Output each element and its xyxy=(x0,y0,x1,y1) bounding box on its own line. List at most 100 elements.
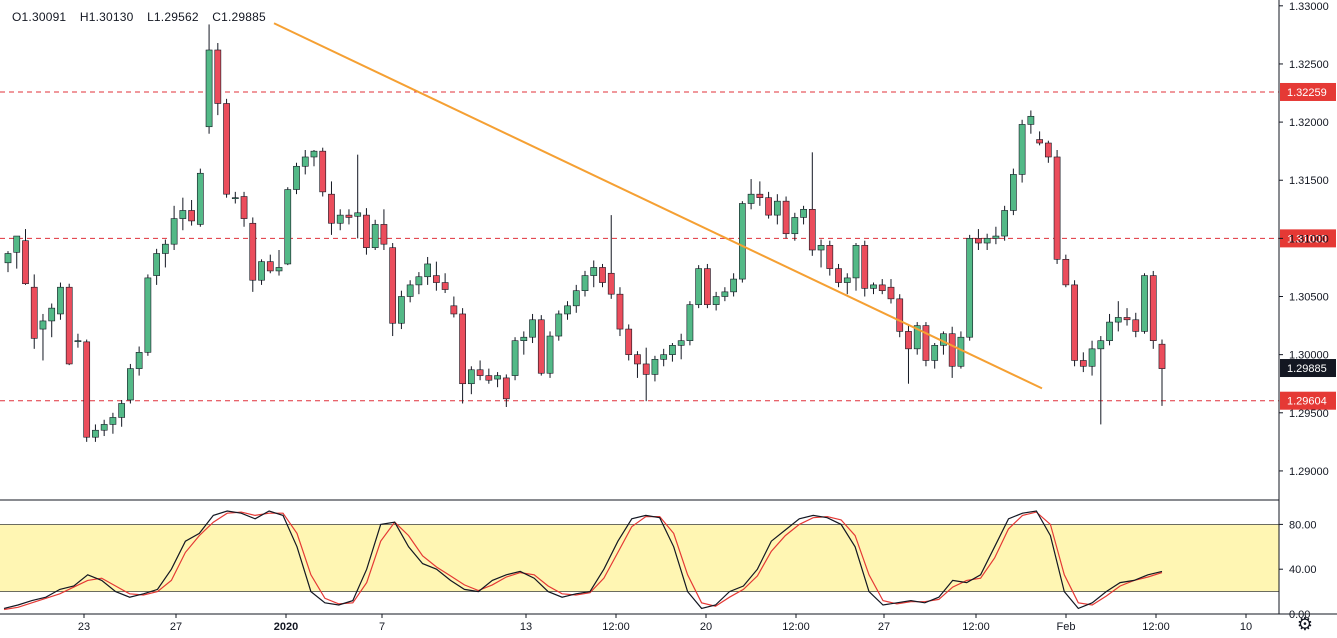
candle-body xyxy=(913,325,921,350)
price-tick-label: 1.33000 xyxy=(1289,1,1329,13)
candle-body xyxy=(467,369,475,385)
time-tick-label: 2020 xyxy=(274,621,298,633)
candle-body xyxy=(905,331,912,350)
candle-body xyxy=(607,272,615,295)
candle-body xyxy=(336,214,344,224)
candle-body xyxy=(765,197,772,216)
stoch-tick-label: 0.00 xyxy=(1289,609,1310,621)
candle-body xyxy=(948,333,956,367)
stoch-band xyxy=(0,524,1279,592)
candle-body xyxy=(1123,317,1131,321)
candle-body xyxy=(1044,142,1052,158)
ohlc-high: H1.30130 xyxy=(79,10,134,24)
candle-body xyxy=(1158,343,1166,369)
settings-gear-icon[interactable]: ⚙ xyxy=(1296,614,1314,634)
candle-body xyxy=(616,293,624,330)
candle-body xyxy=(205,49,213,128)
candle-body xyxy=(695,268,703,305)
price-tick-label: 1.30000 xyxy=(1289,350,1329,362)
ohlc-close: C1.29885 xyxy=(212,10,266,24)
time-tick-label: 12:00 xyxy=(782,621,810,633)
candle-body xyxy=(1079,360,1087,367)
candle-body xyxy=(441,282,449,290)
candle-body xyxy=(371,224,379,248)
candle-body xyxy=(1141,275,1148,332)
candle-body xyxy=(966,238,974,338)
candle-body xyxy=(144,277,152,353)
candle-body xyxy=(249,222,257,281)
candle-body xyxy=(179,210,187,219)
candle-body xyxy=(258,261,265,281)
candle-body xyxy=(651,359,659,375)
candle-body xyxy=(266,261,274,272)
candle-body xyxy=(476,369,484,376)
candle-body xyxy=(817,245,825,251)
candle-body xyxy=(992,235,1000,239)
candle-body xyxy=(669,345,676,355)
level-price-tag xyxy=(1280,82,1336,101)
candle-body xyxy=(196,172,204,225)
level-price-label: 1.31000 xyxy=(1287,233,1327,245)
candle-body xyxy=(231,197,239,199)
candle-body xyxy=(983,238,991,244)
candle-body xyxy=(835,268,842,283)
candle-body xyxy=(686,304,694,341)
candle-body xyxy=(922,325,930,361)
candle-body xyxy=(861,245,869,289)
time-tick-label: Feb xyxy=(1057,621,1076,633)
candle-body xyxy=(712,296,720,305)
trendline xyxy=(273,22,1043,390)
candle-body xyxy=(39,320,47,330)
candle-body xyxy=(843,277,851,283)
level-price-tag xyxy=(1280,391,1336,410)
candle-body xyxy=(572,290,580,307)
candle-body xyxy=(135,352,143,369)
time-tick-label: 27 xyxy=(170,621,182,633)
candle-body xyxy=(704,268,711,305)
candle-body xyxy=(975,238,982,244)
current-price-tag xyxy=(1280,359,1336,378)
candle-body xyxy=(782,200,790,235)
candle-body xyxy=(83,341,91,438)
candle-body xyxy=(747,193,755,204)
candle-body xyxy=(634,354,641,365)
candle-body xyxy=(1062,259,1070,286)
time-tick-label: 13 xyxy=(520,621,532,633)
candle-body xyxy=(564,305,571,315)
level-price-label: 1.32259 xyxy=(1287,87,1327,99)
candle-body xyxy=(188,210,195,222)
candle-body xyxy=(22,240,29,285)
candle-body xyxy=(415,276,423,286)
time-tick-label: 12:00 xyxy=(602,621,630,633)
candle-body xyxy=(1036,139,1043,144)
candle-body xyxy=(511,340,519,376)
candle-body xyxy=(398,296,405,324)
candle-body xyxy=(739,203,746,280)
candle-body xyxy=(537,319,545,374)
candle-body xyxy=(1071,284,1078,361)
candle-body xyxy=(660,354,668,360)
candle-body xyxy=(319,150,327,193)
price-tick-label: 1.30500 xyxy=(1289,292,1329,304)
price-tick-label: 1.29500 xyxy=(1289,408,1329,420)
candle-body xyxy=(153,253,160,276)
time-tick-label: 12:00 xyxy=(1142,621,1170,633)
candle-body xyxy=(520,336,528,341)
time-tick-label: 27 xyxy=(878,621,890,633)
candle-body xyxy=(878,284,886,291)
candle-body xyxy=(852,245,860,279)
time-tick-label: 7 xyxy=(379,621,385,633)
candle-body xyxy=(677,340,685,346)
candle-body xyxy=(48,307,56,322)
candle-body xyxy=(240,196,248,219)
candle-body xyxy=(363,214,370,248)
candle-body xyxy=(100,424,108,431)
current-price-label: 1.29885 xyxy=(1287,363,1327,375)
price-tick-label: 1.32500 xyxy=(1289,59,1329,71)
candle-body xyxy=(1027,115,1035,125)
candle-body xyxy=(1001,210,1008,237)
candle-body xyxy=(310,150,318,158)
price-tick-label: 1.31000 xyxy=(1289,233,1329,245)
candle-body xyxy=(485,375,493,381)
